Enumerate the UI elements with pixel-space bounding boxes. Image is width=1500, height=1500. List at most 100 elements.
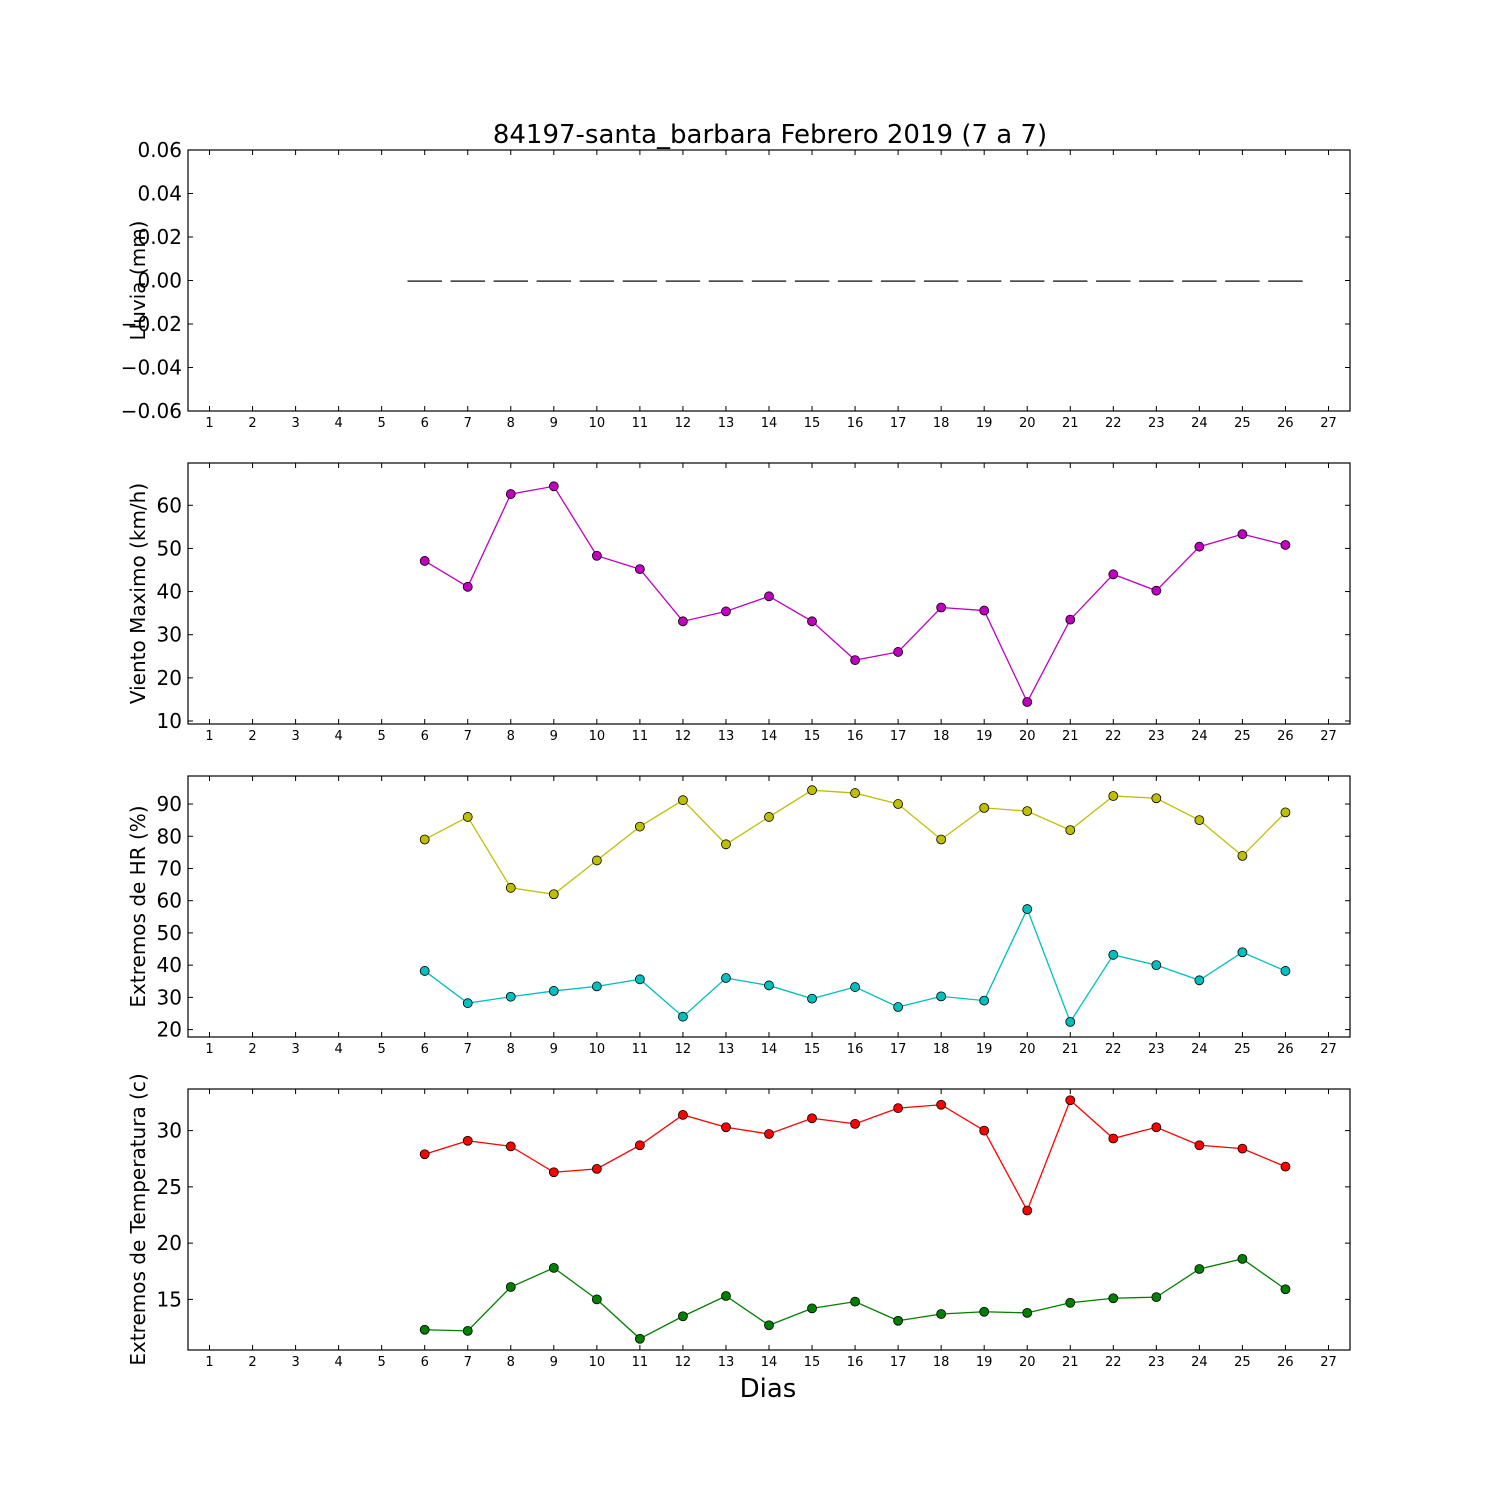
data-point xyxy=(850,982,860,992)
series-viento-0 xyxy=(419,481,1291,707)
bar xyxy=(794,280,830,282)
bar xyxy=(407,280,442,282)
data-point xyxy=(1151,585,1162,596)
series-temp-0 xyxy=(419,1095,1291,1216)
data-point xyxy=(548,986,559,996)
data-point xyxy=(936,1309,947,1319)
bar xyxy=(1139,280,1174,282)
data-point xyxy=(764,812,774,822)
x-tick-label: 17 xyxy=(890,1042,907,1057)
x-tick-label: 17 xyxy=(890,1355,907,1370)
y-tick-label: 40 xyxy=(157,953,182,977)
x-tick-label: 13 xyxy=(718,1355,735,1370)
data-point xyxy=(419,834,430,845)
series-temp-1 xyxy=(419,1253,1291,1344)
x-tick-label: 7 xyxy=(464,416,472,431)
data-point xyxy=(1065,1297,1076,1308)
chart-title: 84197-santa_barbara Febrero 2019 (7 a 7) xyxy=(493,120,1047,150)
panel-viento: 1 2 3 4 5 6 7 8 9 10 11 12 13 14 15 16 17 18 19 20 21 22 23 24 2… xyxy=(126,462,1351,744)
x-tick-label: 16 xyxy=(847,416,864,431)
y-tick-label: 0.04 xyxy=(137,182,182,206)
y-tick-label: −0.06 xyxy=(121,399,182,423)
y-tick-label: −0.04 xyxy=(121,356,182,380)
data-point xyxy=(1065,825,1076,836)
x-tick-label: 22 xyxy=(1105,416,1122,431)
data-point xyxy=(634,974,645,985)
x-tick-label: 11 xyxy=(632,416,649,431)
data-point xyxy=(1151,1292,1162,1303)
data-point xyxy=(979,1125,990,1136)
y-tick-label: 0.06 xyxy=(137,138,182,162)
data-point xyxy=(1280,966,1291,976)
panel-temp: 1 2 3 4 5 6 7 8 9 10 11 12 13 14 15 16 17 18 19 20 21 22 23 24 2… xyxy=(126,1073,1351,1370)
data-point xyxy=(548,889,559,900)
y-tick-label: 30 xyxy=(157,985,182,1009)
data-point xyxy=(1108,569,1119,580)
x-tick-label: 14 xyxy=(761,1355,778,1370)
x-tick-label: 4 xyxy=(334,1042,342,1057)
x-tick-label: 23 xyxy=(1148,729,1165,744)
x-tick-label: 10 xyxy=(589,729,606,744)
x-tick-label: 11 xyxy=(632,1042,649,1057)
x-tick-label: 24 xyxy=(1191,416,1208,431)
panel-lluvia: 1 2 3 4 5 6 7 8 9 10 11 12 13 14 15 16 17 18 19 20 21 22 23 24 2… xyxy=(121,138,1351,431)
x-tick-label: 23 xyxy=(1148,416,1165,431)
x-tick-label: 15 xyxy=(804,1355,821,1370)
data-point xyxy=(1151,793,1162,804)
x-tick-label: 5 xyxy=(378,729,386,744)
x-tick-label: 13 xyxy=(718,416,735,431)
x-tick-label: 18 xyxy=(933,1042,950,1057)
x-tick-label: 10 xyxy=(589,1355,606,1370)
data-point xyxy=(721,1291,731,1301)
y-tick-label: 30 xyxy=(157,1119,182,1143)
bar xyxy=(1096,280,1131,282)
x-tick-label: 18 xyxy=(933,729,950,744)
x-tick-label: 26 xyxy=(1277,416,1294,431)
data-point xyxy=(591,981,602,992)
x-tick-label: 10 xyxy=(589,416,606,431)
data-point xyxy=(548,481,559,492)
data-point xyxy=(1280,807,1291,818)
x-tick-label: 2 xyxy=(248,1355,256,1370)
data-point xyxy=(634,1140,645,1151)
x-tick-label: 3 xyxy=(291,416,299,431)
x-tick-label: 6 xyxy=(421,1355,429,1370)
x-tick-label: 8 xyxy=(507,1042,515,1057)
data-point xyxy=(634,1333,645,1344)
data-point xyxy=(893,1315,904,1326)
data-point xyxy=(807,1113,817,1124)
data-point xyxy=(1022,697,1033,707)
data-point xyxy=(505,1141,516,1152)
data-point xyxy=(678,616,688,627)
x-tick-label: 19 xyxy=(976,1042,993,1057)
x-tick-label: 23 xyxy=(1148,1355,1165,1370)
data-point xyxy=(1237,1253,1248,1264)
data-point xyxy=(419,1149,430,1160)
data-point xyxy=(764,1320,774,1331)
y-axis-label: Viento Maximo (km/h) xyxy=(126,483,150,704)
data-point xyxy=(1194,1264,1205,1274)
bar xyxy=(1268,280,1303,282)
x-tick-label: 13 xyxy=(718,729,735,744)
x-tick-label: 24 xyxy=(1191,729,1208,744)
data-point xyxy=(1065,614,1076,625)
data-point xyxy=(1237,851,1248,861)
x-tick-label: 20 xyxy=(1019,1042,1036,1057)
panels: 1 2 3 4 5 6 7 8 9 10 11 12 13 14 15 16 17 18 19 20 21 22 23 24 2… xyxy=(121,138,1351,1370)
x-tick-label: 26 xyxy=(1277,1042,1294,1057)
bar xyxy=(966,280,1002,282)
x-tick-label: 9 xyxy=(550,1042,558,1057)
data-point xyxy=(1108,1293,1119,1304)
bar xyxy=(450,280,485,282)
x-tick-label: 12 xyxy=(675,416,692,431)
x-tick-label: 3 xyxy=(291,1042,299,1057)
x-tick-label: 17 xyxy=(890,416,907,431)
x-tick-label: 12 xyxy=(675,1355,692,1370)
x-tick-label: 22 xyxy=(1105,1042,1122,1057)
x-tick-label: 17 xyxy=(890,729,907,744)
bar xyxy=(751,280,787,282)
data-point xyxy=(678,1109,688,1120)
x-tick-label: 1 xyxy=(205,416,213,431)
y-axis-label: Lluvia (mm) xyxy=(126,221,150,341)
